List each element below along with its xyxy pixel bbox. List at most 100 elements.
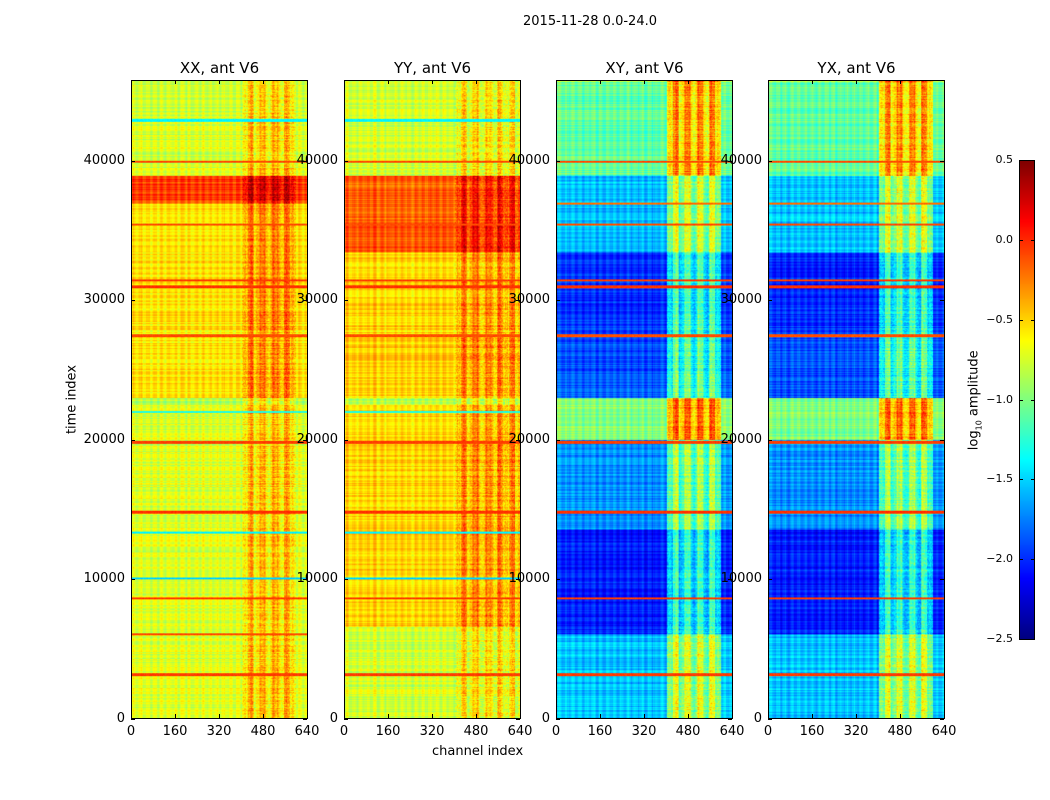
- panel-title-yx: YX, ant V6: [817, 59, 896, 77]
- x-tick-mark: [732, 80, 733, 84]
- x-tick-label: 160: [799, 724, 825, 739]
- x-tick-label: 320: [631, 724, 657, 739]
- x-tick-label: 160: [375, 724, 401, 739]
- x-tick-label: 0: [551, 724, 561, 739]
- x-tick-label: 640: [931, 724, 957, 739]
- x-tick-label: 640: [507, 724, 533, 739]
- y-tick-label: 0: [541, 711, 550, 726]
- x-tick-mark: [900, 80, 901, 84]
- y-tick-mark: [556, 719, 560, 720]
- x-tick-mark: [175, 714, 176, 718]
- x-tick-label: 320: [419, 724, 445, 739]
- y-tick-mark: [556, 439, 560, 441]
- x-tick-mark: [944, 80, 945, 84]
- y-tick-mark: [768, 719, 772, 720]
- colorbar-tick-label: −2.5: [986, 632, 1013, 645]
- x-tick-mark: [856, 714, 857, 718]
- y-tick-mark: [131, 439, 135, 441]
- y-tick-mark: [728, 439, 732, 441]
- y-tick-mark: [516, 579, 520, 581]
- y-axis-label: time index: [64, 364, 80, 435]
- y-tick-label: 10000: [83, 571, 125, 587]
- colorbar-tick-label: −0.5: [986, 312, 1013, 326]
- y-tick-label: 40000: [83, 152, 125, 168]
- y-tick-mark: [728, 719, 732, 720]
- x-tick-mark: [944, 714, 945, 718]
- x-tick-mark: [263, 714, 264, 718]
- x-tick-mark: [556, 80, 557, 84]
- x-tick-mark: [307, 80, 308, 84]
- x-tick-mark: [263, 80, 264, 84]
- colorbar-tick-mark: [1019, 559, 1023, 561]
- y-tick-label: 0: [753, 711, 762, 726]
- colorbar-tick-mark: [1019, 479, 1023, 481]
- y-tick-mark: [940, 160, 944, 162]
- colorbar-tick-label: −1.5: [986, 472, 1013, 486]
- y-tick-mark: [940, 439, 944, 441]
- x-tick-mark: [219, 714, 220, 718]
- y-tick-mark: [728, 300, 732, 302]
- y-tick-label: 10000: [720, 571, 762, 587]
- colorbar-tick-label: 0.0: [995, 232, 1014, 246]
- x-tick-mark: [520, 714, 521, 718]
- y-tick-mark: [768, 160, 772, 162]
- panel-title-yy: YY, ant V6: [393, 59, 471, 77]
- figure-title: 2015-11-28 0.0-24.0: [523, 14, 657, 29]
- y-tick-label: 40000: [508, 152, 550, 168]
- y-tick-label: 30000: [508, 292, 550, 308]
- colorbar-tick-mark: [1031, 479, 1035, 481]
- y-tick-label: 40000: [720, 152, 762, 168]
- x-tick-mark: [432, 714, 433, 718]
- x-tick-label: 480: [250, 724, 276, 739]
- x-tick-mark: [432, 80, 433, 84]
- y-tick-mark: [344, 579, 348, 581]
- y-tick-label: 20000: [83, 431, 125, 447]
- y-tick-mark: [344, 160, 348, 162]
- x-tick-mark: [688, 714, 689, 718]
- x-tick-mark: [556, 714, 557, 718]
- x-tick-label: 480: [887, 724, 913, 739]
- y-tick-label: 30000: [83, 292, 125, 308]
- y-tick-mark: [344, 300, 348, 302]
- y-tick-mark: [303, 439, 307, 441]
- y-tick-mark: [516, 719, 520, 720]
- x-tick-mark: [812, 80, 813, 84]
- y-tick-mark: [303, 579, 307, 581]
- x-tick-label: 160: [587, 724, 613, 739]
- x-tick-mark: [644, 80, 645, 84]
- x-tick-mark: [768, 714, 769, 718]
- y-tick-mark: [556, 160, 560, 162]
- y-tick-mark: [556, 579, 560, 581]
- colorbar-tick-mark: [1031, 239, 1035, 241]
- y-tick-label: 40000: [296, 152, 338, 168]
- x-tick-mark: [175, 80, 176, 84]
- y-tick-mark: [940, 719, 944, 720]
- y-tick-mark: [516, 160, 520, 162]
- y-tick-mark: [556, 300, 560, 302]
- y-tick-mark: [131, 719, 135, 720]
- x-tick-mark: [344, 80, 345, 84]
- y-tick-label: 10000: [508, 571, 550, 587]
- x-tick-mark: [307, 714, 308, 718]
- y-tick-label: 0: [116, 711, 125, 726]
- y-tick-label: 20000: [508, 431, 550, 447]
- y-tick-mark: [768, 579, 772, 581]
- y-tick-mark: [344, 439, 348, 441]
- x-tick-mark: [388, 714, 389, 718]
- x-tick-mark: [732, 714, 733, 718]
- x-tick-label: 480: [675, 724, 701, 739]
- y-tick-mark: [344, 719, 348, 720]
- x-tick-mark: [856, 80, 857, 84]
- y-tick-mark: [303, 719, 307, 720]
- heatmap-canvas-yx: [769, 81, 944, 718]
- y-tick-label: 10000: [296, 571, 338, 587]
- panel-title-xy: XY, ant V6: [605, 59, 684, 77]
- heatmap-yy: [344, 80, 521, 719]
- colorbar-tick-mark: [1019, 319, 1023, 321]
- y-tick-mark: [131, 300, 135, 302]
- y-tick-mark: [768, 439, 772, 441]
- x-tick-label: 0: [763, 724, 773, 739]
- x-tick-mark: [476, 714, 477, 718]
- x-tick-mark: [131, 80, 132, 84]
- y-tick-mark: [728, 579, 732, 581]
